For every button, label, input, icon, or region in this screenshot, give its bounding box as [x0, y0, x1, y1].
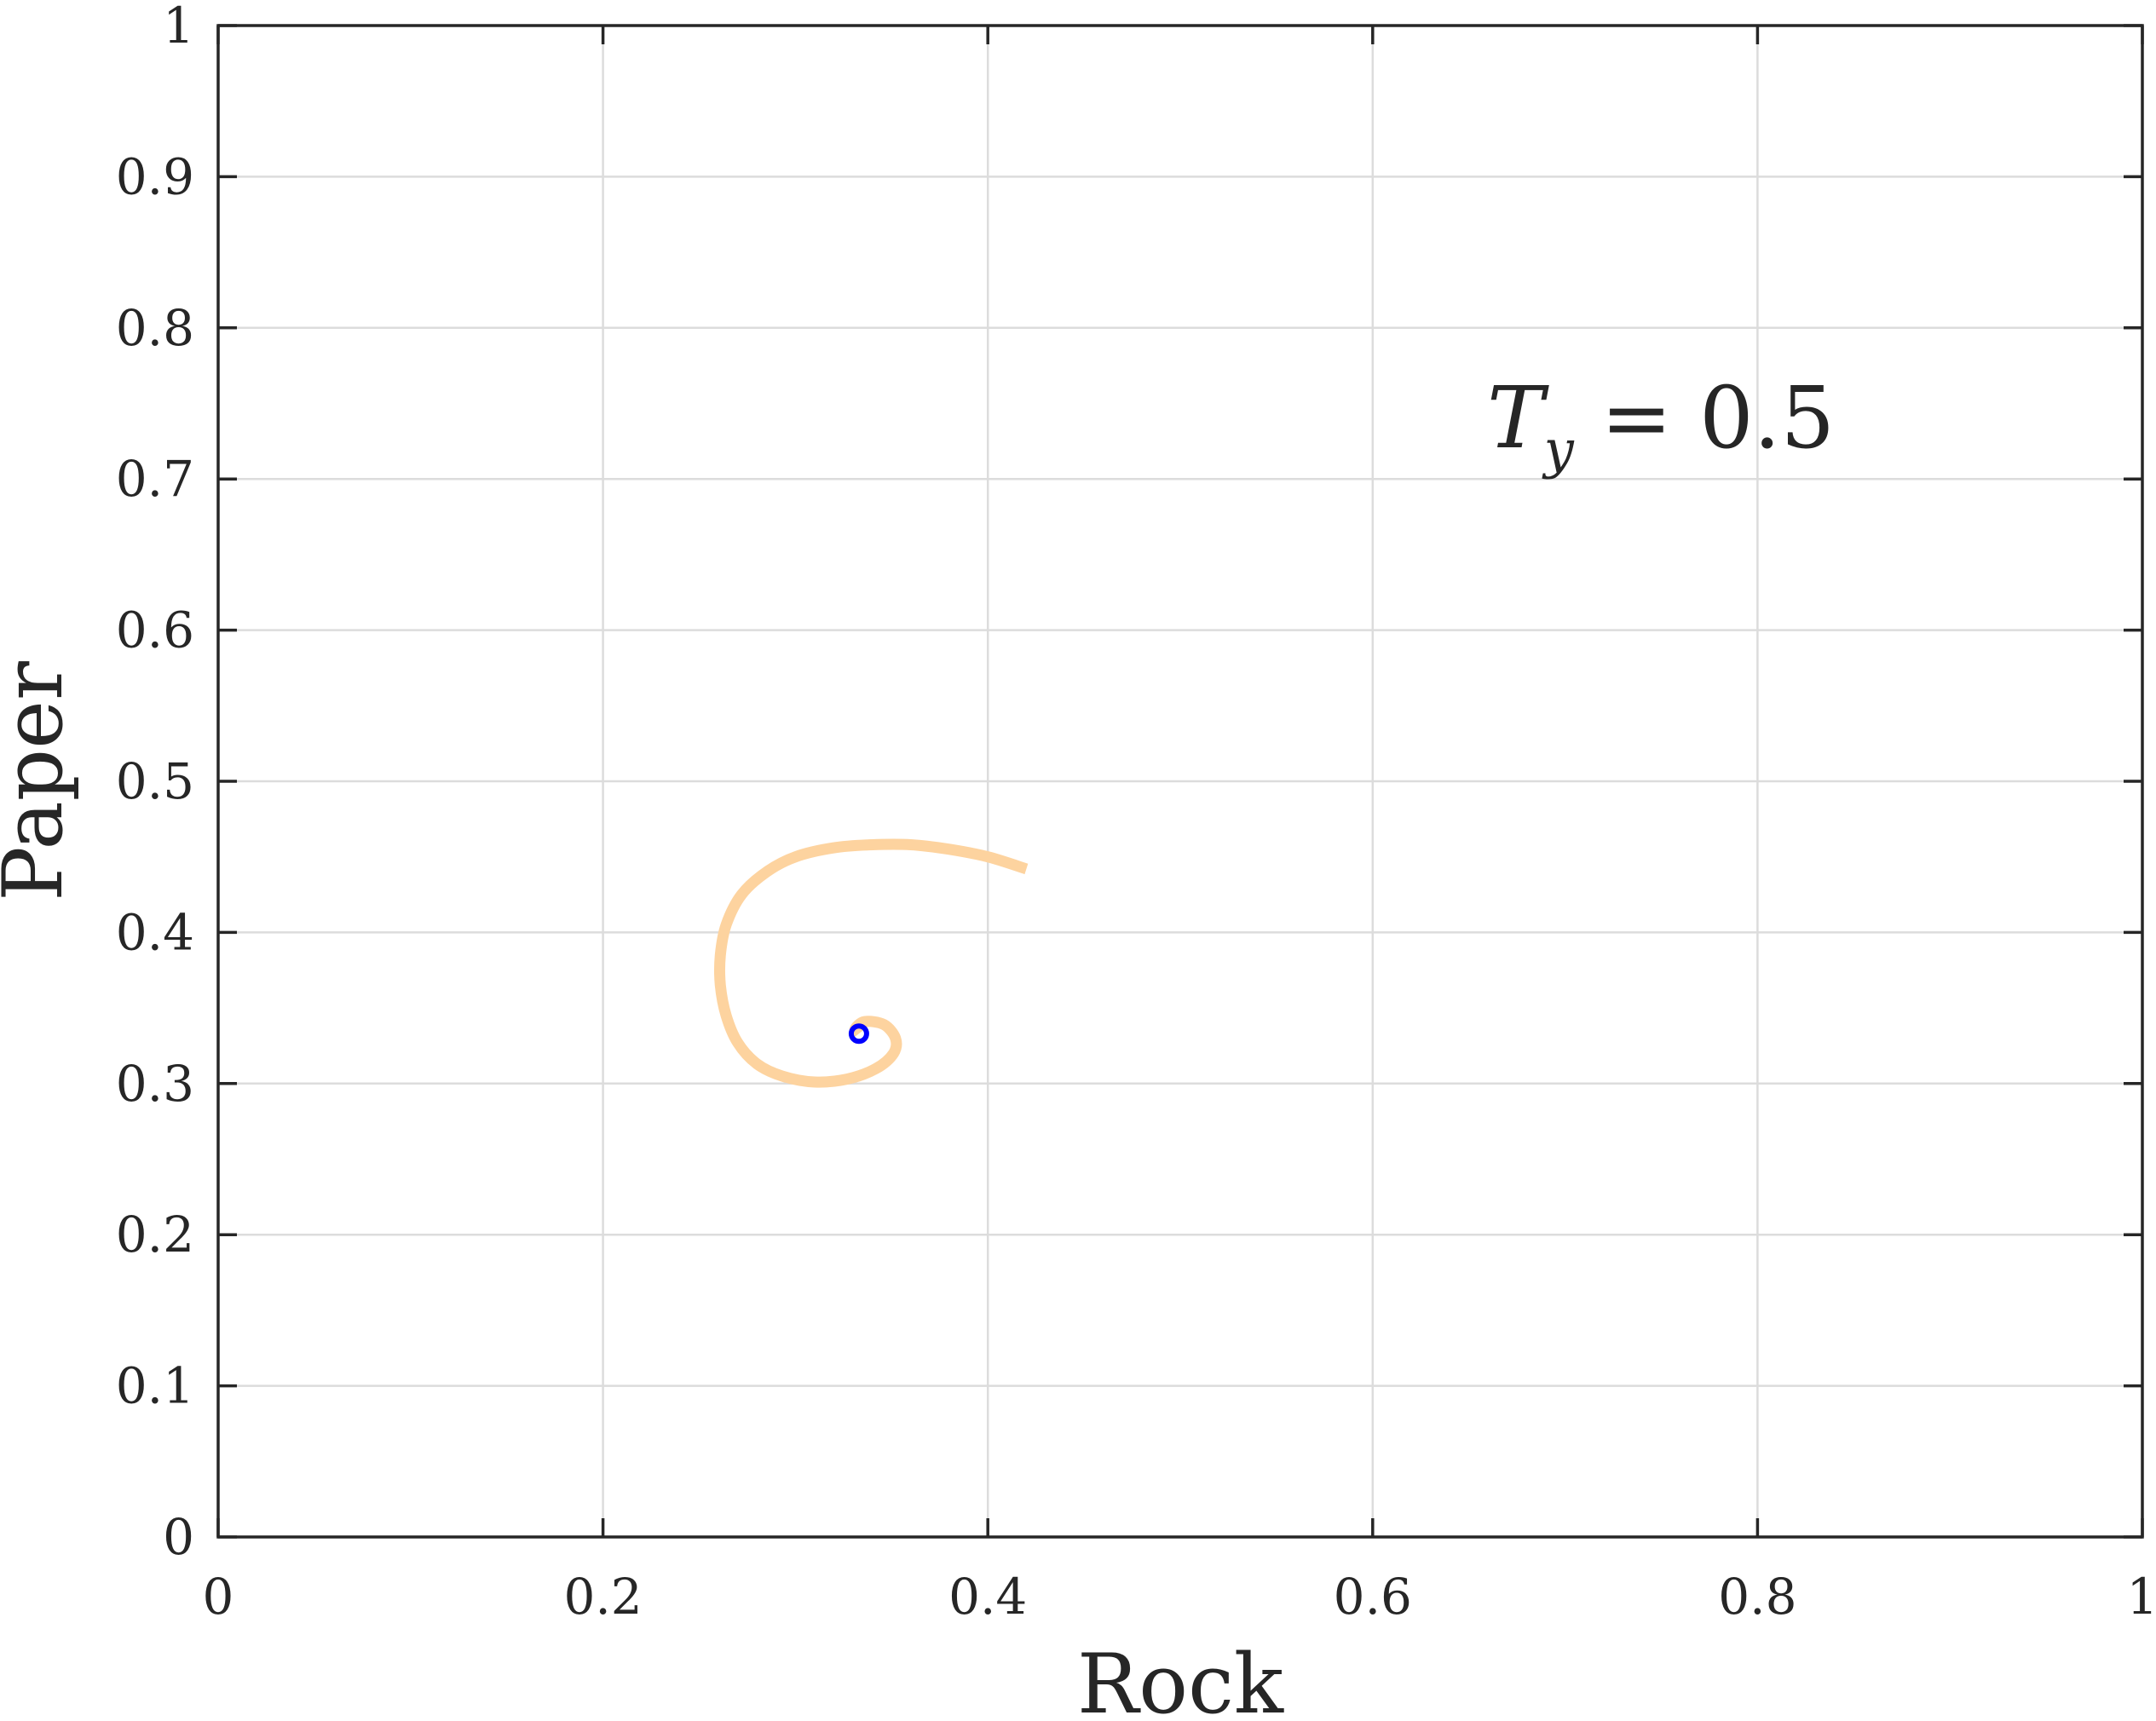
x-tick-label: 0.6	[1334, 1568, 1412, 1626]
y-tick-label: 0.6	[116, 601, 194, 659]
annotation-rest: = 0.5	[1574, 368, 1835, 468]
y-tick-label: 0.4	[116, 903, 194, 961]
y-tick-label: 0.3	[116, 1055, 194, 1113]
y-tick-label: 0.1	[116, 1357, 194, 1415]
annotation-subscript: y	[1542, 418, 1575, 481]
ticks	[216, 24, 2144, 1539]
y-tick-label: 1	[163, 0, 194, 55]
x-axis-label: Rock	[1077, 1637, 1284, 1721]
y-tick-label: 0.7	[116, 450, 194, 508]
y-tick-label: 0.2	[116, 1206, 194, 1263]
x-tick-label: 1	[2127, 1568, 2156, 1626]
tick-labels: 0 0.2 0.4 0.6 0.8 1 0 0.1 0.2 0.3 0.4 0.5 0.6 0.7 0.8 0…	[116, 0, 2156, 1626]
x-tick-label: 0	[203, 1568, 234, 1626]
annotation-base: T	[1487, 368, 1549, 468]
y-tick-label: 0.9	[116, 147, 194, 205]
annotation-ty: Ty = 0.5	[1487, 368, 1835, 481]
y-tick-label: 0.8	[116, 299, 194, 357]
trajectory-line	[713, 838, 1029, 1088]
x-tick-label: 0.2	[563, 1568, 642, 1626]
x-tick-label: 0.4	[948, 1568, 1027, 1626]
y-tick-label: 0	[163, 1508, 194, 1566]
y-axis-label: Paper	[0, 661, 81, 901]
plot-area	[713, 838, 1029, 1088]
y-tick-label: 0.5	[116, 752, 194, 810]
x-tick-label: 0.8	[1718, 1568, 1796, 1626]
equilibrium-point-marker	[848, 1023, 869, 1045]
grid	[218, 26, 2142, 1537]
